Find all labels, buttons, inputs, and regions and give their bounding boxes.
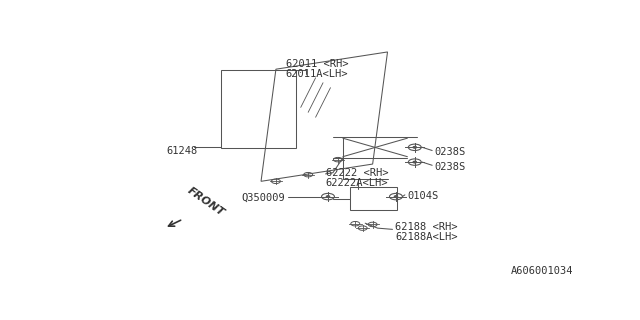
Text: 0238S: 0238S [435, 147, 466, 157]
Circle shape [326, 196, 330, 197]
Circle shape [413, 161, 417, 163]
Text: A606001034: A606001034 [511, 266, 573, 276]
Circle shape [394, 196, 397, 197]
Text: 62222 <RH>: 62222 <RH> [326, 168, 388, 178]
Text: 62011 <RH>: 62011 <RH> [286, 59, 348, 69]
Circle shape [413, 147, 417, 148]
Text: FRONT: FRONT [186, 185, 227, 218]
Text: 62011A<LH>: 62011A<LH> [286, 69, 348, 79]
Text: 62188 <RH>: 62188 <RH> [395, 222, 458, 232]
Text: 0238S: 0238S [435, 162, 466, 172]
Text: 62222A<LH>: 62222A<LH> [326, 178, 388, 188]
Text: 61248: 61248 [167, 146, 198, 156]
Text: 62188A<LH>: 62188A<LH> [395, 232, 458, 242]
Text: Q350009: Q350009 [241, 192, 285, 202]
Text: 0104S: 0104S [408, 191, 438, 201]
